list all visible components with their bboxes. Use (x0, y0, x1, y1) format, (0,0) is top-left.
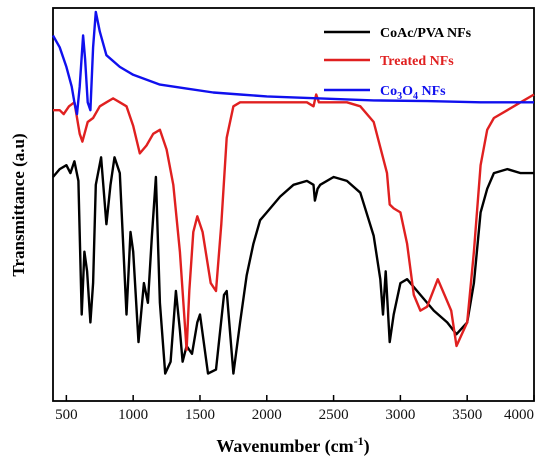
x-tick-label: 3500 (452, 407, 482, 423)
x-axis-title-end: ) (364, 436, 370, 457)
series-line-treated (53, 93, 535, 352)
x-axis-title: Wavenumber (cm-1) (216, 434, 369, 457)
x-tick-label: 3000 (385, 407, 415, 423)
x-axis-ticks: 500 1000 1500 2000 2500 3000 3500 4000 (55, 395, 535, 423)
y-axis-title: Transmittance (a.u) (9, 133, 28, 276)
series-line-co3o4 (51, 10, 534, 116)
plot-frame (52, 7, 535, 402)
x-tick-label: 2500 (319, 407, 349, 423)
x-tick-label: 1000 (118, 407, 148, 423)
legend-co3o4-sub1: 3 (397, 91, 402, 102)
x-tick-label: 500 (55, 407, 78, 423)
legend: CoAc/PVA NFs Treated NFs Co3O4 NFs (324, 26, 472, 102)
x-tick-label: 1500 (185, 407, 215, 423)
legend-co3o4-part1: Co (380, 84, 397, 99)
series-layer (51, 10, 535, 375)
x-axis-title-main: Wavenumber (cm (216, 436, 353, 457)
legend-label-co3o4: Co3O4 NFs (380, 84, 446, 102)
legend-label-coac: CoAc/PVA NFs (380, 26, 472, 41)
x-axis-title-superscript: -1 (354, 434, 364, 448)
legend-co3o4-sub2: 4 (413, 91, 418, 102)
x-tick-label: 2000 (252, 407, 282, 423)
legend-label-treated: Treated NFs (380, 54, 454, 69)
x-tick-label: 4000 (504, 407, 534, 423)
legend-co3o4-part2: O (402, 84, 413, 99)
series-line-coac-pva (52, 156, 534, 375)
legend-co3o4-part3: NFs (418, 84, 446, 99)
